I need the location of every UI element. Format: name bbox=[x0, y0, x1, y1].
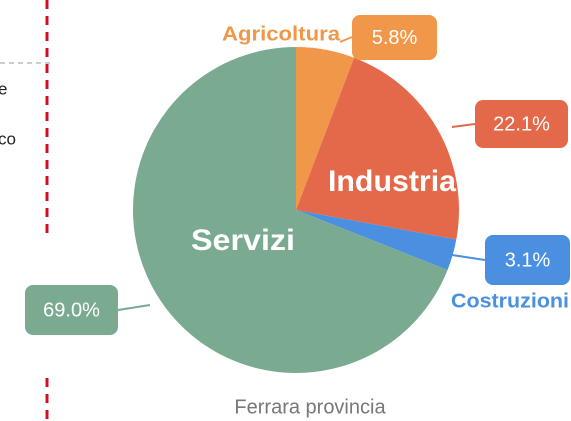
value-label: 69.0% bbox=[43, 299, 100, 321]
caption: Ferrara provincia bbox=[234, 396, 386, 418]
pie-slice bbox=[296, 47, 355, 210]
leader-line bbox=[339, 36, 353, 43]
pie-slice bbox=[132, 47, 448, 373]
value-label: 5.8% bbox=[372, 27, 418, 49]
labels: Agricoltura 5.8% Industria 22.1% Costruzioni… bbox=[25, 15, 570, 335]
value-box bbox=[25, 285, 118, 335]
category-label: Costruzioni bbox=[451, 290, 569, 312]
leader-line bbox=[451, 123, 476, 128]
side-text: co bbox=[0, 129, 16, 148]
value-box bbox=[475, 100, 568, 148]
category-label: Industria bbox=[328, 165, 456, 198]
value-box bbox=[485, 235, 570, 285]
leader-line bbox=[451, 254, 486, 261]
pie-slice bbox=[296, 210, 457, 271]
value-label: 22.1% bbox=[493, 113, 550, 135]
category-label: Agricoltura bbox=[222, 23, 341, 45]
value-label: 3.1% bbox=[505, 249, 551, 271]
leader-line bbox=[117, 304, 151, 311]
side-text: e bbox=[0, 79, 7, 98]
value-box bbox=[352, 15, 437, 60]
category-label: Servizi bbox=[191, 224, 295, 257]
pie bbox=[132, 47, 459, 373]
pie-slice bbox=[296, 57, 459, 240]
